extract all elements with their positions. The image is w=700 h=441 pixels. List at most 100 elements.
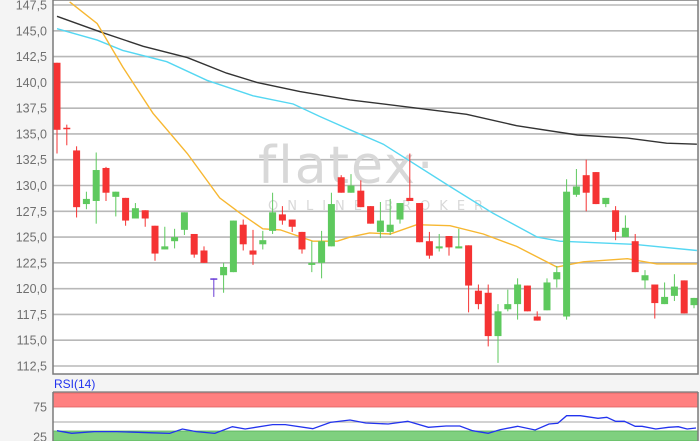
candle [406, 153, 414, 201]
candle-body [396, 203, 404, 220]
candle-body [670, 286, 678, 296]
candle-body [249, 250, 257, 255]
candle [425, 231, 433, 259]
candle-body [73, 150, 81, 208]
candle [376, 202, 384, 239]
y-tick-label: 117,5 [17, 308, 47, 322]
candle-body [337, 177, 345, 193]
candle [612, 206, 620, 241]
y-tick-label: 145,0 [16, 24, 47, 38]
candle [102, 166, 110, 201]
candle-body [572, 186, 580, 195]
candle [308, 241, 316, 273]
y-tick-label: 120,0 [16, 282, 47, 296]
candle-body [435, 246, 443, 249]
candle-body [504, 304, 512, 310]
candle-body [63, 127, 71, 130]
y-tick-label: 130,0 [16, 179, 47, 193]
candle [651, 284, 659, 319]
candle-body [288, 219, 296, 227]
candle [553, 265, 561, 288]
candle-body [161, 246, 169, 250]
candle-body [269, 212, 277, 231]
candle-body [425, 241, 433, 256]
candle-body [53, 62, 61, 130]
candle [337, 175, 345, 193]
candle [474, 284, 482, 310]
candle [229, 220, 237, 273]
candle-body [514, 284, 522, 305]
candle [210, 278, 218, 297]
candle-body [367, 206, 375, 224]
moving-average-mid [56, 28, 697, 252]
candle [347, 174, 355, 193]
candle [533, 311, 541, 321]
candle-body [386, 224, 394, 232]
candle [641, 270, 649, 289]
candle-body [484, 292, 492, 337]
candle [504, 289, 512, 312]
candle-body [582, 175, 590, 193]
candle [690, 297, 698, 309]
candle [465, 245, 473, 313]
candle-body [298, 231, 306, 250]
candle-body [543, 282, 551, 311]
candle-body [661, 296, 669, 305]
y-tick-label: 137,5 [16, 102, 47, 116]
candle-body [82, 198, 90, 205]
candle-body [533, 316, 541, 321]
rsi-title: RSI(14) [54, 377, 95, 391]
moving-average-long [56, 15, 697, 145]
candle-body [200, 250, 208, 263]
price-grid [53, 4, 698, 367]
y-tick-label: 132,5 [16, 153, 47, 167]
candle-body [592, 172, 600, 205]
rsi-y-tick-label: 75 [33, 401, 47, 415]
candle-body [102, 167, 110, 193]
candle-body [122, 197, 130, 221]
candle [435, 233, 443, 252]
price-y-axis: 147,5 145,0 142,5 140,0 137,5 135,0 132,5 130,0… [16, 0, 47, 374]
candle-body [308, 262, 316, 265]
watermark-logo: flatex· [258, 136, 435, 196]
candle [239, 219, 247, 251]
y-tick-label: 122,5 [16, 256, 47, 270]
candle-body [151, 225, 159, 254]
candle-body [465, 245, 473, 286]
candle-body [376, 220, 384, 232]
candle-body [131, 208, 139, 219]
rsi-overbought-band [52, 392, 699, 408]
candle [288, 219, 296, 232]
y-tick-label: 112,5 [17, 360, 47, 374]
candle-body [494, 311, 502, 337]
candle [494, 304, 502, 363]
candle [161, 226, 169, 250]
candle-body [171, 237, 179, 242]
y-tick-label: 125,0 [16, 231, 47, 245]
candle [298, 231, 306, 254]
rsi-line [56, 415, 697, 435]
candle-body [327, 204, 335, 247]
candle [63, 124, 71, 146]
candle [572, 168, 580, 197]
candle [357, 180, 365, 208]
candle [661, 282, 669, 305]
candle-body [259, 240, 267, 245]
candle-body [680, 280, 688, 314]
candle-body [553, 272, 561, 280]
candle-body [621, 227, 629, 238]
y-tick-label: 147,5 [16, 0, 47, 13]
candle [445, 236, 453, 256]
y-tick-label: 140,0 [16, 76, 47, 90]
candle [82, 191, 90, 210]
candle [523, 285, 531, 312]
candle-body [445, 236, 453, 248]
candle [141, 210, 149, 227]
candle-body [631, 241, 639, 273]
candle-body [220, 266, 228, 276]
candle [171, 228, 179, 249]
candle-body [210, 278, 218, 280]
candle-body [612, 210, 620, 232]
candle [278, 206, 286, 225]
candle [269, 192, 277, 234]
